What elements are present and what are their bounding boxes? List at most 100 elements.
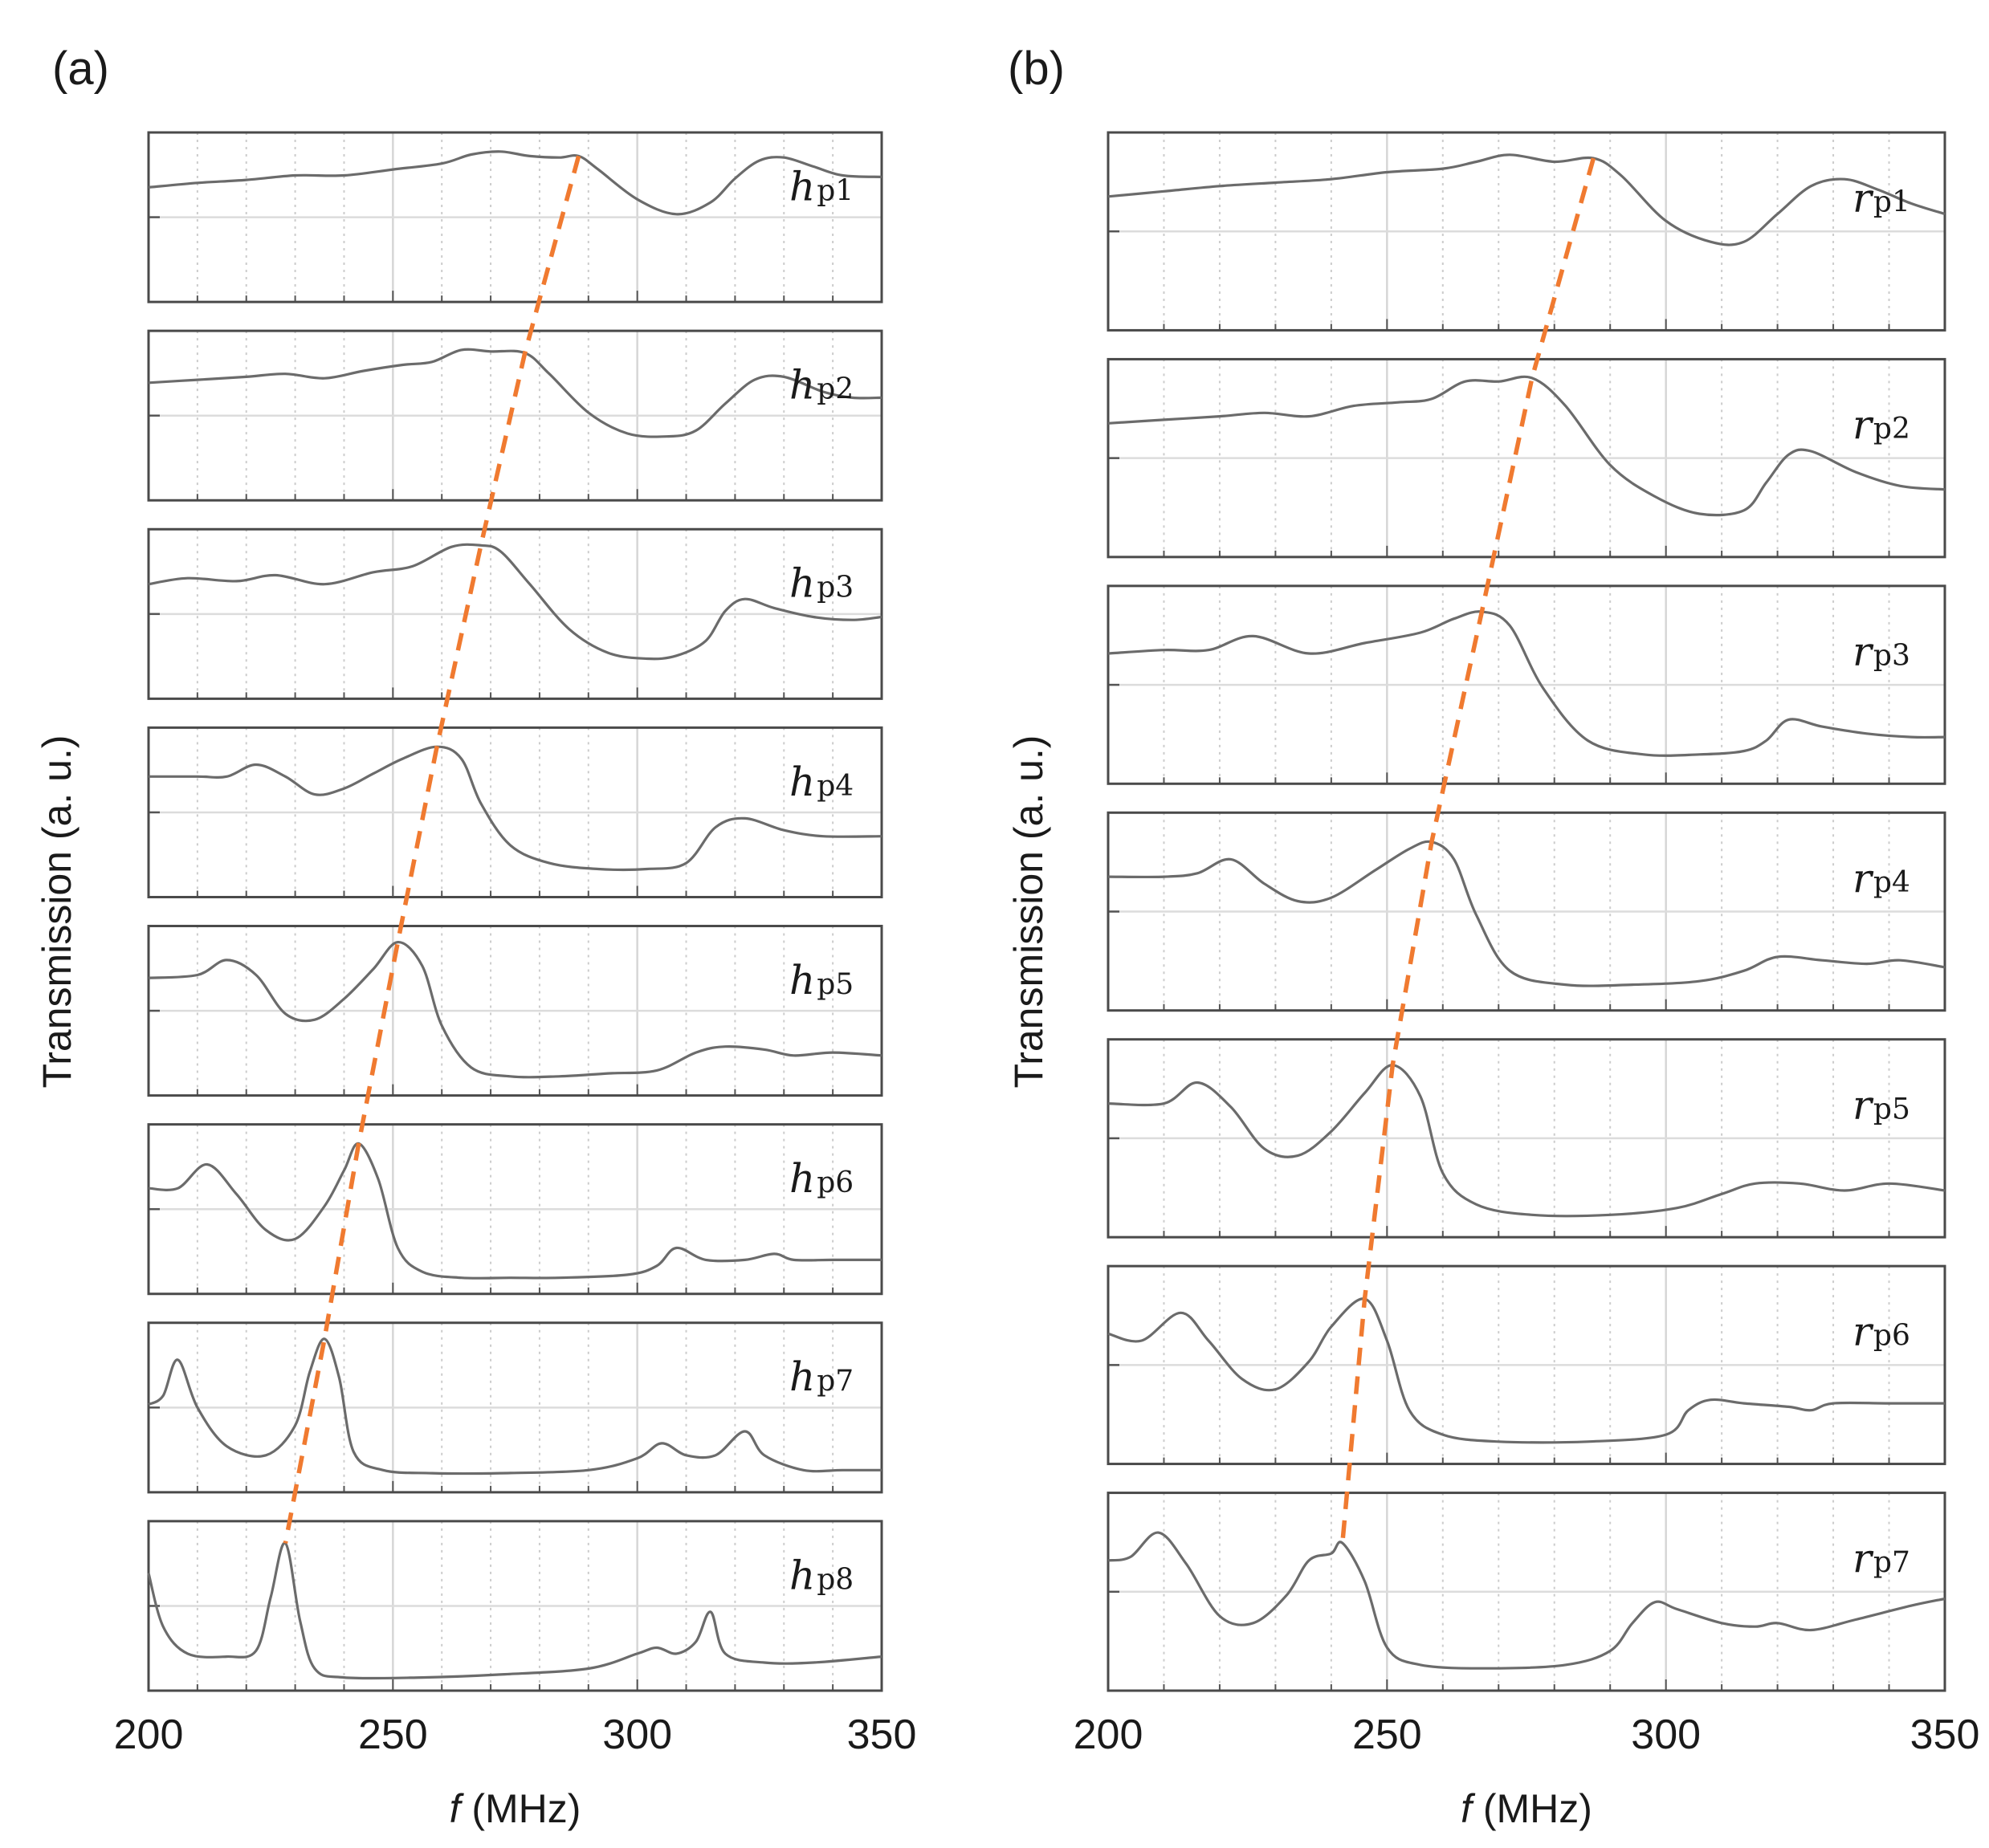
- curve-rp2: [1107, 375, 1946, 517]
- curve-label-prefix: h: [789, 1552, 815, 1598]
- x-tick-label: 300: [602, 1712, 672, 1758]
- curve-label-sub: p2: [1873, 413, 1910, 446]
- x-tick-label: 350: [1910, 1712, 1980, 1758]
- subplot-frame: [147, 329, 883, 502]
- curve-label-sub: p4: [817, 770, 854, 803]
- x-tick-label: 250: [358, 1712, 428, 1758]
- curve-label-rp6: rp6: [1852, 1309, 1910, 1355]
- subplot-frame: [1107, 357, 1946, 559]
- curve-label-sub: p6: [817, 1166, 854, 1199]
- subplot-rp6: rp6: [1107, 1264, 1946, 1466]
- curve-label-rp2: rp2: [1852, 401, 1910, 448]
- subplot-hp6: hp6: [147, 1123, 883, 1296]
- curve-hp2: [148, 348, 882, 438]
- x-tick-label: 300: [1631, 1712, 1701, 1758]
- curve-label-prefix: h: [789, 560, 815, 607]
- curve-label-sub: p5: [817, 968, 854, 1001]
- curve-hp3: [148, 543, 882, 661]
- curve-label-prefix: h: [789, 1353, 815, 1400]
- curve-rp7: [1107, 1531, 1946, 1670]
- subplot-hp7: hp7: [147, 1321, 883, 1494]
- x-tick-label: 200: [114, 1712, 184, 1758]
- subplot-rp5: rp5: [1107, 1038, 1946, 1239]
- curve-label-hp5: hp5: [789, 957, 854, 1003]
- curve-label-hp2: hp2: [789, 362, 854, 409]
- curve-hp5: [148, 941, 882, 1079]
- curve-label-sub: p7: [1873, 1546, 1910, 1579]
- subplot-rp2: rp2: [1107, 357, 1946, 559]
- curve-label-prefix: r: [1852, 855, 1874, 902]
- curve-label-sub: p1: [817, 174, 854, 207]
- subplot-hp1: hp1: [147, 131, 883, 303]
- curve-label-prefix: h: [789, 362, 815, 409]
- curve-hp4: [149, 745, 882, 872]
- curve-label-rp1: rp1: [1852, 175, 1910, 222]
- x-axis-label-b: f (MHz): [1461, 1786, 1592, 1831]
- curve-label-prefix: r: [1852, 401, 1874, 448]
- curve-label-hp3: hp3: [789, 560, 854, 607]
- trend-line-a: [283, 155, 581, 1544]
- curve-label-prefix: h: [789, 957, 815, 1003]
- subplot-frame: [1107, 1264, 1946, 1466]
- curve-label-hp4: hp4: [789, 759, 854, 805]
- panel-label-b: (b): [1008, 43, 1065, 95]
- curve-rp4: [1107, 840, 1946, 987]
- curve-label-rp7: rp7: [1852, 1535, 1910, 1581]
- curve-label-prefix: h: [789, 1155, 815, 1202]
- subplot-frame: [147, 925, 883, 1097]
- subplot-rp7: rp7: [1107, 1492, 1946, 1692]
- subplot-hp5: hp5: [147, 925, 883, 1097]
- curve-hp8: [147, 1541, 882, 1680]
- subplot-frame: [147, 1520, 883, 1692]
- subplot-frame: [147, 726, 883, 898]
- x-axis-label-a: f (MHz): [450, 1786, 581, 1831]
- x-tick-label: 200: [1074, 1712, 1143, 1758]
- curve-label-sub: p1: [1873, 186, 1910, 219]
- curve-label-prefix: r: [1852, 1535, 1874, 1581]
- subplot-frame: [147, 131, 883, 303]
- subplot-rp4: rp4: [1107, 811, 1946, 1012]
- x-tick-label: 350: [847, 1712, 917, 1758]
- subplot-hp4: hp4: [147, 726, 883, 898]
- curve-label-prefix: h: [789, 759, 815, 805]
- curve-rp5: [1107, 1064, 1946, 1218]
- curve-label-hp1: hp1: [789, 163, 854, 210]
- curve-hp1: [148, 150, 882, 216]
- trend-line-b: [1340, 157, 1596, 1544]
- curve-hp7: [148, 1337, 882, 1476]
- subplot-hp2: hp2: [147, 329, 883, 502]
- panel-label-a: (a): [52, 43, 109, 95]
- curve-rp6: [1107, 1297, 1945, 1444]
- subplot-rp1: rp1: [1107, 131, 1946, 332]
- curve-rp3: [1107, 610, 1946, 757]
- curve-label-sub: p3: [1873, 639, 1910, 672]
- curve-label-prefix: r: [1852, 628, 1874, 674]
- subplot-frame: [147, 1321, 883, 1494]
- curve-label-sub: p5: [1873, 1093, 1910, 1125]
- curve-label-rp3: rp3: [1852, 628, 1910, 674]
- curve-label-sub: p2: [817, 373, 854, 406]
- curve-label-rp5: rp5: [1852, 1081, 1910, 1128]
- curve-label-prefix: r: [1852, 175, 1874, 222]
- subplot-frame: [1107, 131, 1946, 332]
- curve-label-sub: p7: [817, 1365, 854, 1398]
- curve-rp1: [1107, 153, 1946, 246]
- x-tick-label: 250: [1352, 1712, 1422, 1758]
- subplot-frame: [1107, 584, 1946, 785]
- curve-label-prefix: r: [1852, 1081, 1874, 1128]
- curve-label-hp7: hp7: [789, 1353, 854, 1400]
- curve-label-hp8: hp8: [789, 1552, 854, 1598]
- subplot-frame: [1107, 811, 1946, 1012]
- subplot-frame: [147, 1123, 883, 1296]
- curve-label-rp4: rp4: [1852, 855, 1910, 902]
- subplot-frame: [1107, 1038, 1946, 1239]
- curve-label-hp6: hp6: [789, 1155, 854, 1202]
- y-axis-label-a: Transmission (a. u.): [35, 735, 79, 1089]
- curve-hp6: [148, 1142, 882, 1280]
- curve-label-sub: p3: [817, 572, 854, 604]
- subplot-rp3: rp3: [1107, 584, 1946, 785]
- subplot-hp3: hp3: [147, 527, 883, 700]
